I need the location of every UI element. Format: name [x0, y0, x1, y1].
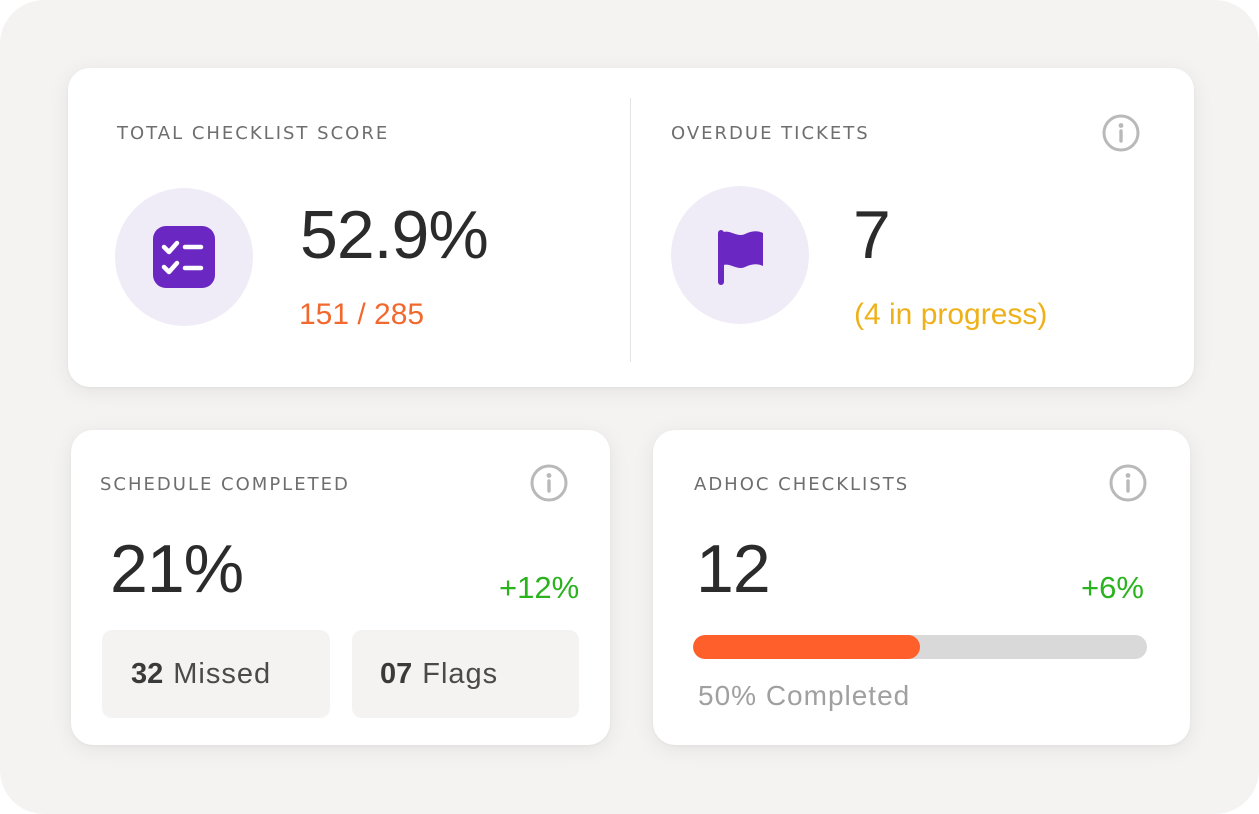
adhoc-checklists-label: ADHOC CHECKLISTS	[694, 474, 910, 495]
adhoc-checklists-card: ADHOC CHECKLISTS 12 +6% 50% Completed	[653, 430, 1190, 745]
missed-count: 32	[131, 657, 164, 690]
info-icon[interactable]	[1108, 463, 1148, 503]
flags-label: Flags	[422, 657, 499, 690]
flags-pill[interactable]: 07 Flags	[352, 630, 579, 718]
adhoc-checklists-value: 12	[696, 531, 771, 607]
summary-card: TOTAL CHECKLIST SCORE 52.9% 151 / 285 OV…	[68, 68, 1194, 387]
total-checklist-score-value: 52.9%	[300, 197, 489, 273]
overdue-tickets-label: OVERDUE TICKETS	[671, 123, 870, 144]
adhoc-progress-bar	[693, 635, 1147, 659]
missed-pill[interactable]: 32 Missed	[102, 630, 330, 718]
card-divider	[630, 98, 631, 362]
schedule-completed-label: SCHEDULE COMPLETED	[100, 474, 350, 495]
overdue-tickets-in-progress: (4 in progress)	[854, 298, 1048, 331]
flag-icon	[671, 186, 809, 324]
info-icon[interactable]	[1101, 113, 1141, 153]
schedule-completed-card: SCHEDULE COMPLETED 21% +12% 32 Missed 07…	[71, 430, 610, 745]
total-checklist-score-label: TOTAL CHECKLIST SCORE	[117, 123, 390, 144]
total-checklist-score-ratio: 151 / 285	[299, 298, 425, 331]
overdue-tickets-value: 7	[853, 197, 891, 273]
schedule-completed-delta: +12%	[499, 570, 580, 605]
adhoc-progress-caption: 50% Completed	[698, 680, 911, 711]
checklist-icon	[115, 188, 253, 326]
info-icon[interactable]	[529, 463, 569, 503]
missed-label: Missed	[173, 657, 272, 690]
flags-count: 07	[380, 657, 413, 690]
adhoc-checklists-delta: +6%	[1081, 570, 1144, 605]
adhoc-progress-fill	[693, 635, 920, 659]
schedule-completed-value: 21%	[110, 531, 244, 607]
